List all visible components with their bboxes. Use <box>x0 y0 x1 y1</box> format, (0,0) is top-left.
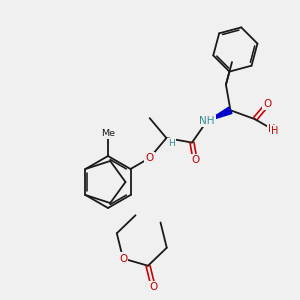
Text: H: H <box>168 139 175 148</box>
Polygon shape <box>207 107 232 121</box>
Text: O: O <box>191 155 199 166</box>
Text: O: O <box>149 282 158 292</box>
Text: H: H <box>271 126 278 136</box>
Text: NH: NH <box>199 116 214 126</box>
Text: Me: Me <box>101 129 115 138</box>
Text: H: H <box>268 124 275 134</box>
Text: O: O <box>263 99 272 109</box>
Text: O: O <box>119 254 127 263</box>
Text: O: O <box>146 153 154 163</box>
